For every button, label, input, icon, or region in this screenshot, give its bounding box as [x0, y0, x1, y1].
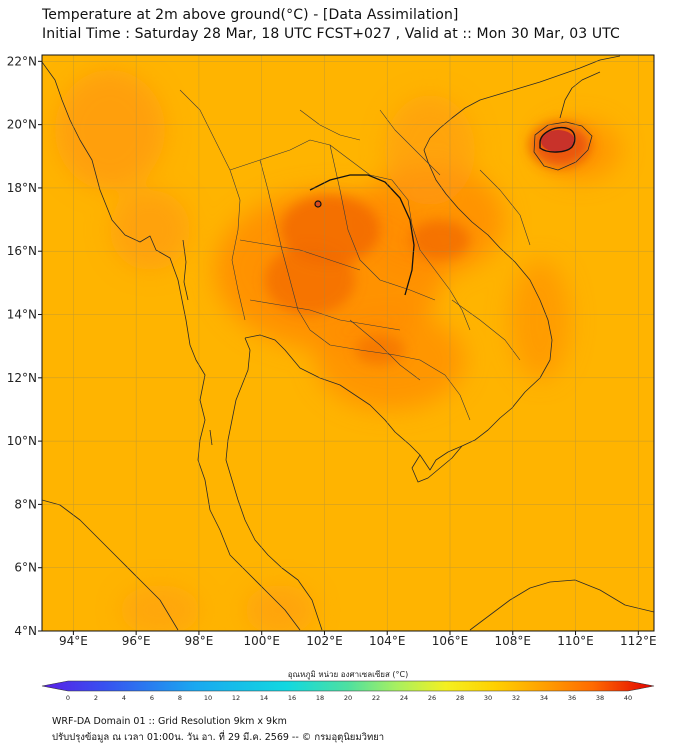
- admin-borders: [179, 89, 531, 421]
- colorbar-tick-label: 22: [372, 694, 380, 702]
- lat-tick-label: 8°N: [14, 497, 37, 511]
- colorbar-tick-label: 32: [512, 694, 520, 702]
- footer-model-info: WRF-DA Domain 01 :: Grid Resolution 9km …: [52, 716, 287, 727]
- colorbar-tick-label: 24: [400, 694, 408, 702]
- colorbar-tick-label: 16: [288, 694, 296, 702]
- lat-tick-label: 6°N: [14, 561, 37, 575]
- colorbar-tick-label: 28: [456, 694, 464, 702]
- colorbar-tick-label: 8: [178, 694, 182, 702]
- lon-tick-label: 104°E: [369, 634, 406, 648]
- colorbar-tick-label: 10: [204, 694, 212, 702]
- colorbar-tick-label: 0: [66, 694, 70, 702]
- lon-tick-label: 110°E: [557, 634, 594, 648]
- colorbar-tick-label: 6: [150, 694, 154, 702]
- colorbar-tick-label: 36: [568, 694, 576, 702]
- lon-tick-label: 102°E: [306, 634, 343, 648]
- map-gridlines: [42, 55, 654, 631]
- lon-tick-label: 98°E: [184, 634, 213, 648]
- lon-tick-label: 108°E: [495, 634, 532, 648]
- colorbar-tick-label: 38: [596, 694, 604, 702]
- map-frame: [41, 54, 655, 632]
- colorbar-gradient: [41, 680, 655, 692]
- colorbar-title: อุณหภูมิ หน่วย องศาเซลเซียส (°C): [288, 670, 409, 680]
- lat-tick-label: 22°N: [7, 54, 37, 68]
- lon-tick-label: 100°E: [243, 634, 280, 648]
- lon-tick-label: 106°E: [432, 634, 469, 648]
- latitude-tick-labels: 4°N 6°N 8°N 10°N 12°N 14°N 16°N 18°N 20°N 22°N: [7, 54, 42, 638]
- map-title-line-1: Temperature at 2m above ground(°C) - [Da…: [42, 7, 459, 23]
- colorbar-tick-label: 12: [232, 694, 240, 702]
- hot-spot-hainan: [541, 130, 575, 152]
- colorbar-tick-label: 34: [540, 694, 548, 702]
- lon-tick-label: 112°E: [620, 634, 657, 648]
- longitude-tick-labels: 94°E 96°E 98°E 100°E 102°E 104°E 106°E 108°E 110…: [59, 631, 657, 648]
- lon-tick-label: 94°E: [59, 634, 88, 648]
- contour-line-laos: [314, 200, 322, 208]
- colorbar-tick-label: 14: [260, 694, 268, 702]
- colorbar-tick-labels: 0 2 4 6 8 10 12 14 16 18 20 22 24 26 28 30 32 34 36 38 40: [66, 694, 632, 702]
- lat-tick-label: 14°N: [7, 308, 37, 322]
- lat-tick-label: 20°N: [7, 118, 37, 132]
- thailand-border: [309, 174, 415, 296]
- lat-tick-label: 4°N: [14, 624, 37, 638]
- colorbar-tick-label: 18: [316, 694, 324, 702]
- lat-tick-label: 16°N: [7, 244, 37, 258]
- colorbar-tick-label: 26: [428, 694, 436, 702]
- colorbar: อุณหภูมิ หน่วย องศาเซลเซียส (°C) 0 2 4 6 8 10…: [41, 670, 655, 702]
- colorbar-tick-label: 30: [484, 694, 492, 702]
- lat-tick-label: 10°N: [7, 434, 37, 448]
- footer-update-info: ปรับปรุงข้อมูล ณ เวลา 01:00น. วัน อา. ที…: [52, 732, 385, 743]
- colorbar-tick-label: 20: [344, 694, 352, 702]
- lat-tick-label: 18°N: [7, 181, 37, 195]
- colorbar-tick-label: 4: [122, 694, 126, 702]
- lat-tick-label: 12°N: [7, 371, 37, 385]
- colorbar-tick-label: 2: [94, 694, 98, 702]
- map-title-line-2: Initial Time : Saturday 28 Mar, 18 UTC F…: [42, 26, 620, 42]
- temperature-field: [42, 55, 654, 631]
- colorbar-tick-label: 40: [624, 694, 632, 702]
- coastlines-and-borders: [42, 55, 654, 631]
- contour-line-hainan: [539, 126, 576, 153]
- lon-tick-label: 96°E: [122, 634, 151, 648]
